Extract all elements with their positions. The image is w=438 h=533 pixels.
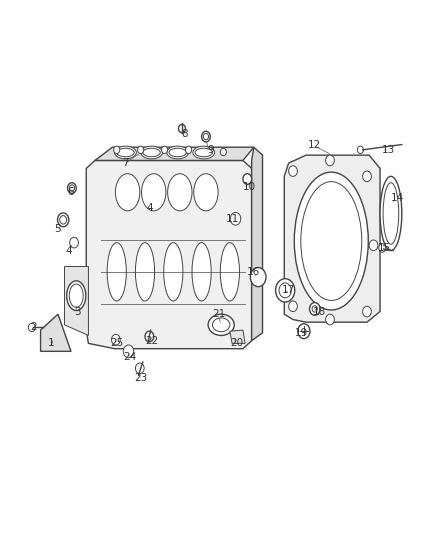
Ellipse shape <box>220 243 240 301</box>
Circle shape <box>162 146 168 154</box>
Circle shape <box>363 171 371 182</box>
Text: 24: 24 <box>123 352 136 361</box>
Circle shape <box>60 216 67 224</box>
Ellipse shape <box>107 243 126 301</box>
Ellipse shape <box>192 243 211 301</box>
Circle shape <box>357 146 364 154</box>
Text: 16: 16 <box>247 267 261 277</box>
Text: 14: 14 <box>391 192 404 203</box>
Circle shape <box>312 306 318 312</box>
Ellipse shape <box>116 174 140 211</box>
Circle shape <box>203 133 208 140</box>
Polygon shape <box>284 155 380 322</box>
Ellipse shape <box>208 314 234 335</box>
Circle shape <box>201 131 210 142</box>
Polygon shape <box>252 147 262 341</box>
Text: 6: 6 <box>68 187 74 197</box>
Ellipse shape <box>193 146 215 159</box>
Circle shape <box>114 146 120 154</box>
Circle shape <box>310 303 320 316</box>
Ellipse shape <box>141 174 166 211</box>
Circle shape <box>379 244 386 252</box>
Ellipse shape <box>251 268 266 287</box>
Circle shape <box>363 306 371 317</box>
Ellipse shape <box>279 283 291 298</box>
Polygon shape <box>86 160 252 349</box>
Circle shape <box>57 213 69 227</box>
Ellipse shape <box>169 148 186 157</box>
Circle shape <box>70 237 78 248</box>
Circle shape <box>67 183 76 193</box>
Text: 5: 5 <box>55 224 61 235</box>
Ellipse shape <box>67 281 86 311</box>
Circle shape <box>243 174 252 184</box>
Ellipse shape <box>294 172 368 310</box>
Ellipse shape <box>168 174 192 211</box>
Circle shape <box>289 301 297 312</box>
Circle shape <box>123 345 134 358</box>
Ellipse shape <box>117 148 134 157</box>
Circle shape <box>179 124 185 133</box>
Ellipse shape <box>143 148 160 157</box>
Ellipse shape <box>194 174 218 211</box>
Text: 25: 25 <box>110 338 124 349</box>
Text: 10: 10 <box>243 182 256 192</box>
Text: 11: 11 <box>226 214 239 224</box>
Text: 17: 17 <box>282 285 295 295</box>
Circle shape <box>230 213 241 225</box>
Text: 23: 23 <box>134 373 147 383</box>
Circle shape <box>135 363 144 374</box>
Polygon shape <box>64 266 88 335</box>
Ellipse shape <box>141 146 162 159</box>
Text: 1: 1 <box>48 338 55 349</box>
Text: 7: 7 <box>122 158 129 168</box>
Text: 18: 18 <box>312 306 326 317</box>
Polygon shape <box>230 330 245 343</box>
Ellipse shape <box>164 243 183 301</box>
Ellipse shape <box>115 146 136 159</box>
Ellipse shape <box>301 182 362 301</box>
Text: 8: 8 <box>181 129 187 139</box>
Polygon shape <box>95 147 254 160</box>
Ellipse shape <box>276 279 295 302</box>
Ellipse shape <box>135 243 155 301</box>
Text: 2: 2 <box>31 322 37 333</box>
Circle shape <box>185 146 191 154</box>
Text: 22: 22 <box>145 336 158 346</box>
Circle shape <box>220 148 226 156</box>
Circle shape <box>138 146 144 154</box>
Circle shape <box>69 185 74 191</box>
Text: 19: 19 <box>295 328 308 338</box>
Text: 21: 21 <box>212 309 226 319</box>
Ellipse shape <box>380 176 402 251</box>
Circle shape <box>325 314 334 325</box>
Ellipse shape <box>167 146 188 159</box>
Ellipse shape <box>212 318 230 332</box>
Text: 3: 3 <box>74 306 81 317</box>
Text: 15: 15 <box>378 243 391 253</box>
Text: 4: 4 <box>146 203 153 213</box>
Text: 13: 13 <box>382 145 396 155</box>
Circle shape <box>369 240 378 251</box>
Ellipse shape <box>69 284 83 308</box>
Circle shape <box>325 155 334 166</box>
Text: 20: 20 <box>230 338 243 349</box>
Circle shape <box>112 334 120 345</box>
Ellipse shape <box>195 148 212 157</box>
Ellipse shape <box>383 183 399 244</box>
Text: 4: 4 <box>66 246 72 256</box>
Circle shape <box>289 166 297 176</box>
Circle shape <box>298 324 310 338</box>
Text: 12: 12 <box>308 140 321 150</box>
Polygon shape <box>41 314 71 351</box>
Circle shape <box>28 323 35 332</box>
Circle shape <box>145 331 154 342</box>
Text: 9: 9 <box>207 145 214 155</box>
